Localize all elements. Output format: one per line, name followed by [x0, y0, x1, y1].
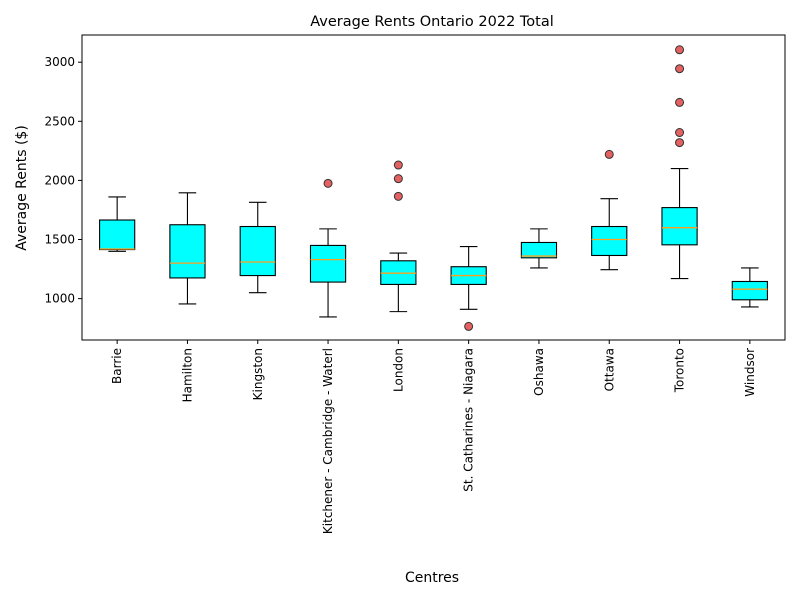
plot-area: 1000 1500 2000 2500 3000 Barrie Hamilton Kingst…: [44, 34, 786, 534]
outlier-point: [675, 128, 685, 138]
box: [520, 241, 558, 259]
x-tick-label: Windsor: [743, 348, 757, 397]
box: [309, 244, 347, 283]
y-tick-label: 2000: [44, 173, 75, 187]
x-tick-label: Ottawa: [602, 348, 616, 391]
y-axis-label: Average Rents ($): [14, 125, 30, 251]
x-tick-label: Kitchener - Cambridge - Waterl: [321, 348, 335, 534]
box: [661, 207, 698, 246]
chart-title: Average Rents Ontario 2022 Total: [310, 14, 554, 30]
x-tick-label: St. Catharines - Niagara: [462, 348, 476, 492]
box: [591, 225, 628, 257]
plot-frame: [81, 34, 786, 341]
box: [239, 225, 276, 277]
outlier-point: [323, 178, 333, 188]
outlier-point: [675, 138, 685, 148]
y-tick-label: 3000: [44, 55, 75, 69]
outlier-point: [393, 191, 403, 201]
x-tick-label: Barrie: [110, 348, 124, 384]
outlier-point: [675, 45, 685, 55]
x-axis-label: Centres: [405, 570, 459, 586]
outlier-point: [604, 149, 614, 159]
outlier-point: [393, 160, 403, 170]
outlier-point: [675, 64, 685, 74]
box: [169, 224, 206, 279]
x-tick-label: Hamilton: [180, 348, 194, 402]
outlier-point: [393, 174, 403, 184]
y-tick-label: 2500: [44, 114, 75, 128]
box: [99, 219, 136, 251]
box: [731, 280, 768, 301]
x-tick-label: Kingston: [251, 348, 265, 400]
y-tick-label: 1000: [44, 292, 75, 306]
outlier-point: [675, 97, 685, 107]
x-tick-label: Oshawa: [532, 348, 546, 396]
outlier-point: [464, 321, 474, 331]
y-tick-label: 1500: [44, 233, 75, 247]
x-tick-label: London: [391, 348, 405, 392]
x-tick-label: Toronto: [673, 348, 687, 393]
